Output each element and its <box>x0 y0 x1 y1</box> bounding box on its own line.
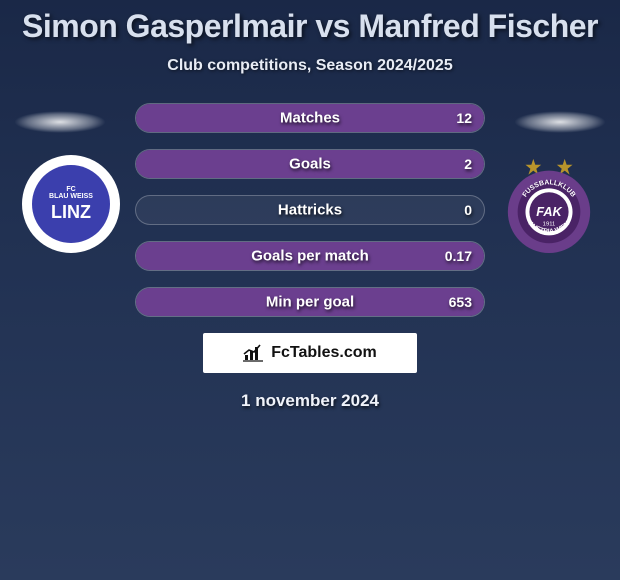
stat-row: Matches 12 <box>135 103 485 133</box>
stat-value-right: 0.17 <box>445 248 472 264</box>
page-title: Simon Gasperlmair vs Manfred Fischer <box>0 0 620 45</box>
stat-value-right: 12 <box>456 110 472 126</box>
stat-label: Goals per match <box>251 248 369 265</box>
club-logo-left: FC BLAU WEISS LINZ <box>22 155 120 253</box>
stats-container: Matches 12 Goals 2 Hattricks 0 Goals per match… <box>135 103 485 317</box>
chart-icon <box>243 344 265 362</box>
club-logo-right-svg: FUSSBALLKLUB AUSTRIA WIEN FAK 1911 <box>500 155 598 253</box>
branding-text: FcTables.com <box>271 344 377 362</box>
stat-label: Min per goal <box>266 294 354 311</box>
svg-text:1911: 1911 <box>543 222 556 228</box>
logo-left-mid: BLAU WEISS <box>49 193 93 200</box>
branding-badge[interactable]: FcTables.com <box>203 333 417 373</box>
comparison-content: FC BLAU WEISS LINZ FUSSBALLKLUB AUSTRIA … <box>0 103 620 411</box>
stat-row: Hattricks 0 <box>135 195 485 225</box>
stat-value-right: 653 <box>449 294 472 310</box>
club-logo-right: FUSSBALLKLUB AUSTRIA WIEN FAK 1911 <box>500 155 598 253</box>
stat-label: Hattricks <box>278 202 342 219</box>
stat-value-right: 0 <box>464 202 472 218</box>
stat-row: Min per goal 653 <box>135 287 485 317</box>
stat-value-right: 2 <box>464 156 472 172</box>
player-right-placeholder <box>514 111 606 133</box>
player-left-placeholder <box>14 111 106 133</box>
stat-row: Goals per match 0.17 <box>135 241 485 271</box>
svg-text:FAK: FAK <box>536 204 562 219</box>
date-label: 1 november 2024 <box>0 391 620 411</box>
stat-label: Goals <box>289 156 331 173</box>
page-subtitle: Club competitions, Season 2024/2025 <box>0 57 620 75</box>
club-logo-left-inner: FC BLAU WEISS LINZ <box>32 165 110 243</box>
stat-row: Goals 2 <box>135 149 485 179</box>
stat-label: Matches <box>280 110 340 127</box>
logo-left-big: LINZ <box>51 202 91 223</box>
logo-left-top: FC <box>66 186 75 193</box>
